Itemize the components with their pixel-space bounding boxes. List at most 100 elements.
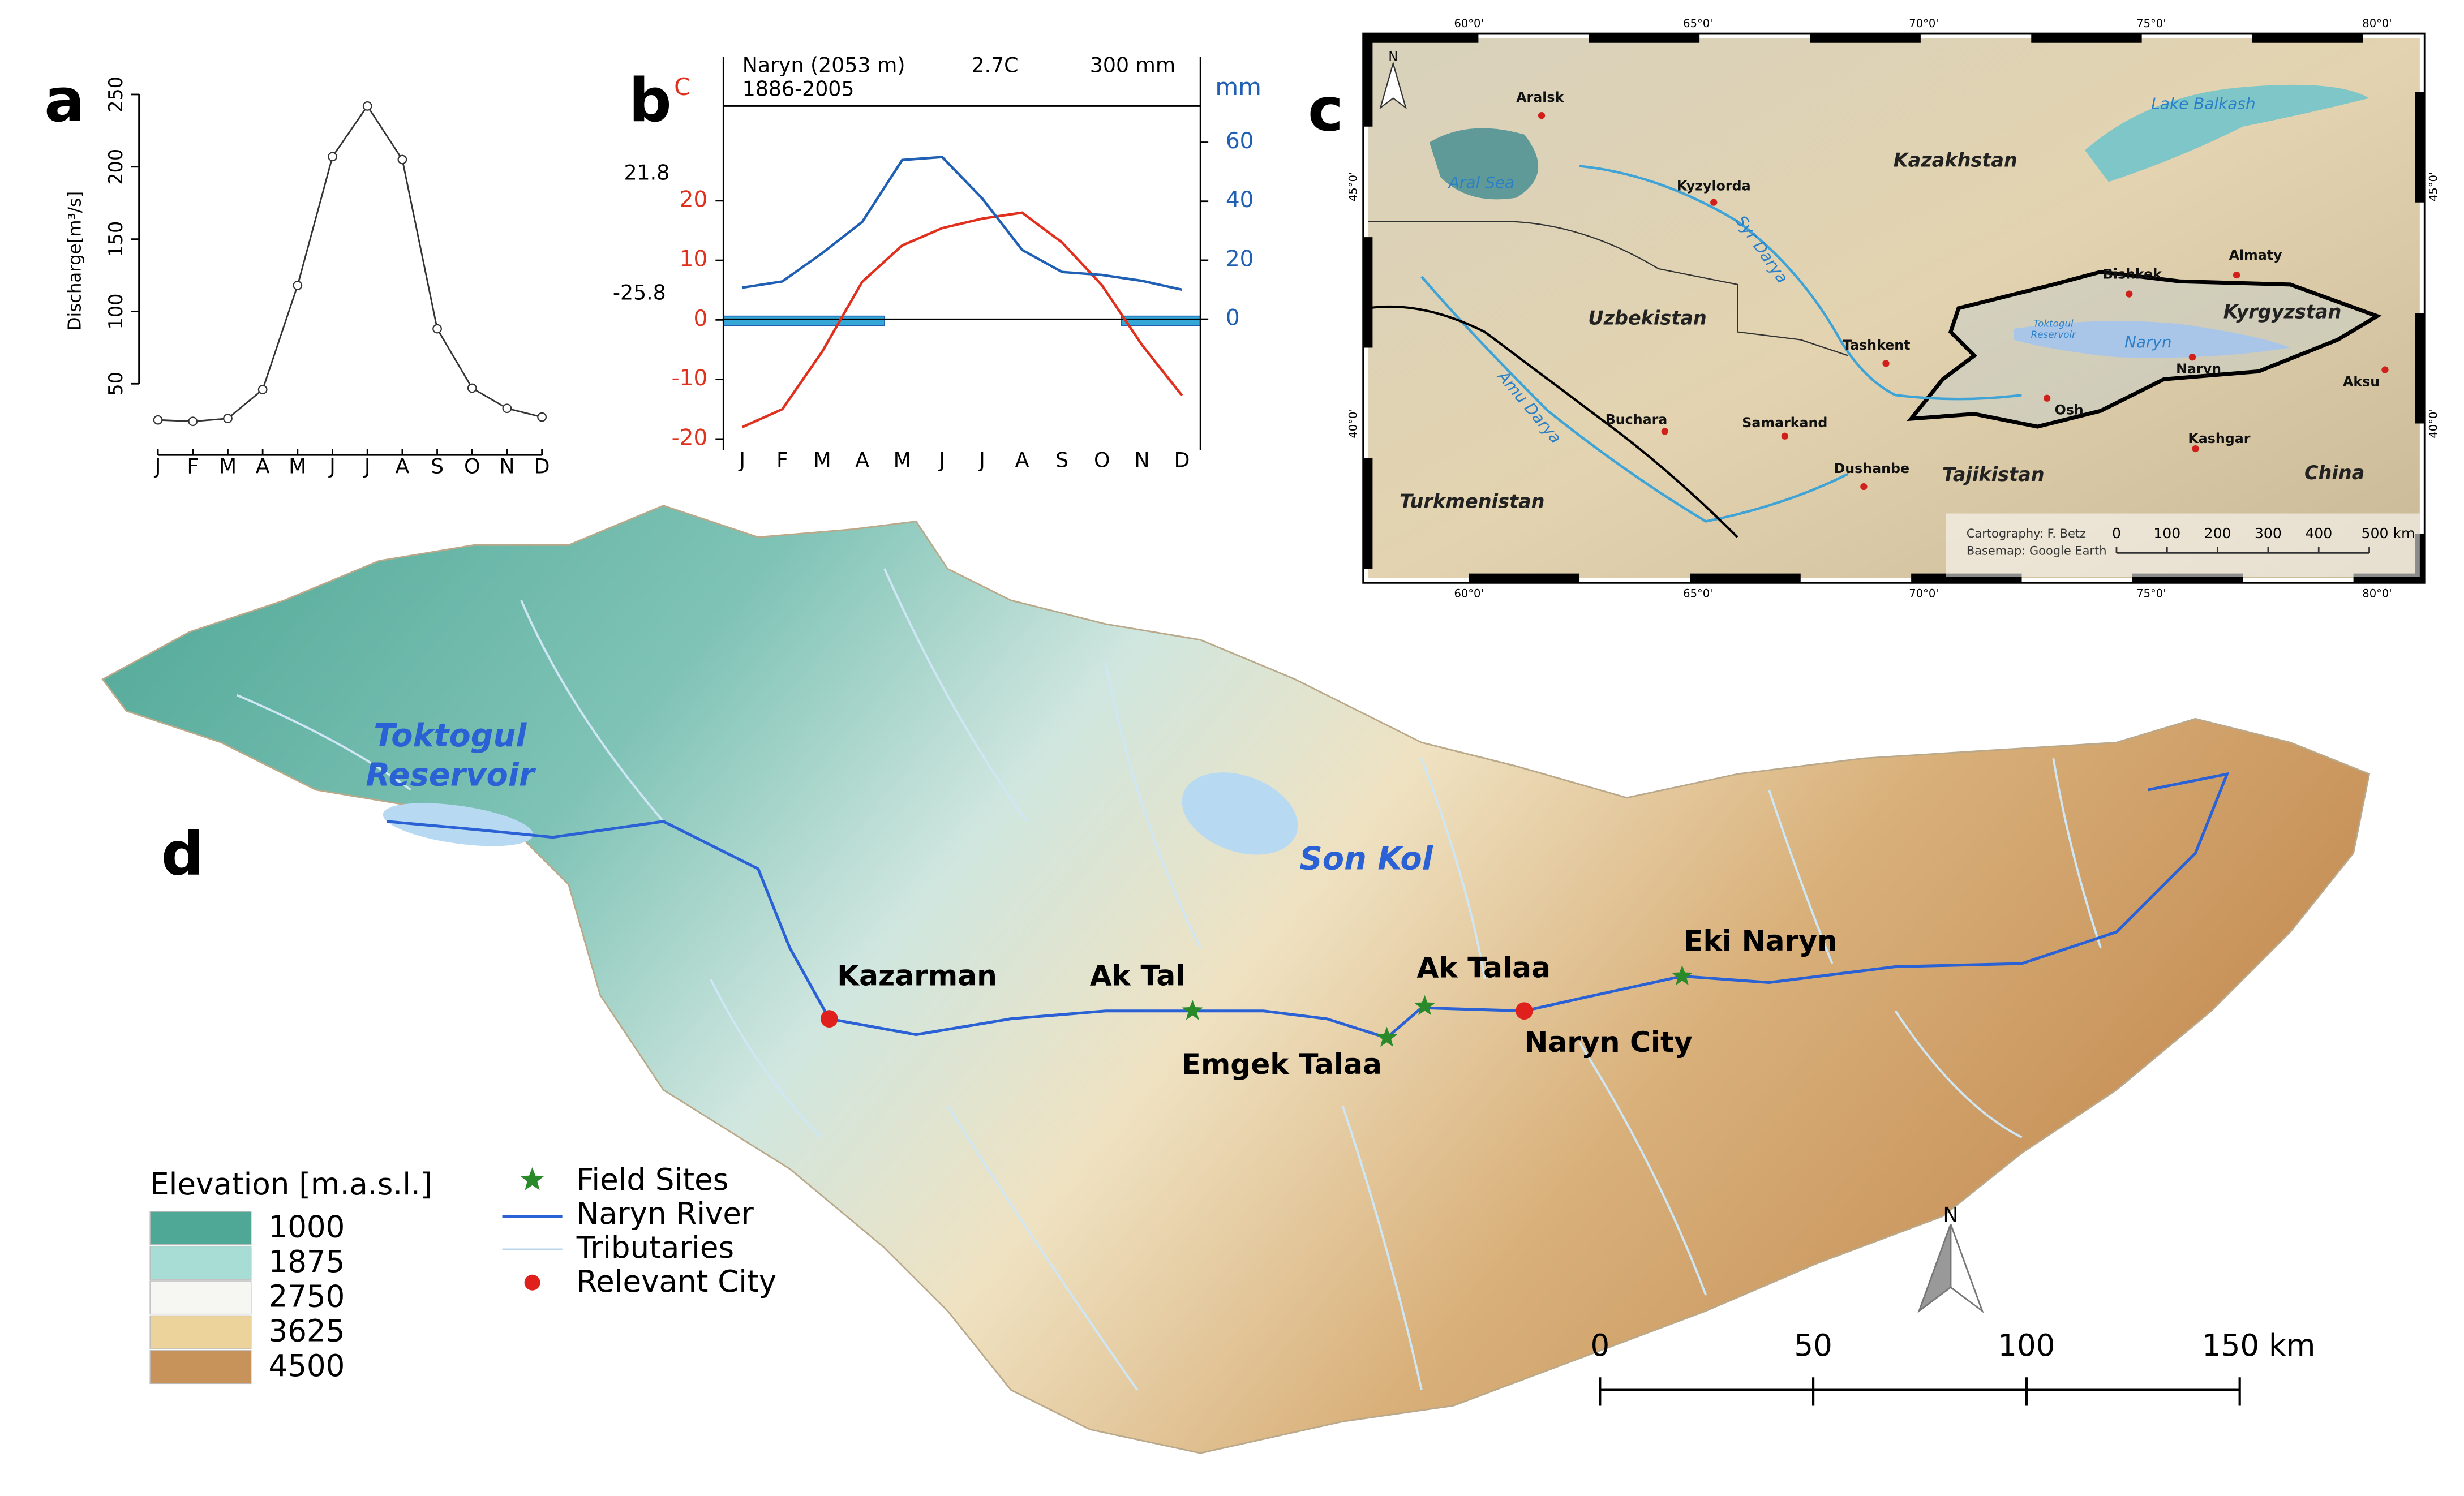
y-tick-label: 10 [680,247,708,272]
map-label: Tashkent [1843,337,1911,353]
city-dot [2044,394,2051,402]
city-marker [820,1010,838,1028]
tributaries [236,568,2102,1391]
annotation: 300 mm [1090,53,1175,78]
x-tick-label: J [938,448,945,472]
x-tick-label: J [328,454,336,479]
data-point [397,154,407,165]
basin [101,505,2371,1454]
map-label: Naryn [2124,333,2172,351]
panel-label: a [44,66,85,136]
legend-label: Tributaries [576,1230,734,1265]
city-dot [2233,271,2240,279]
city-dot [1710,199,1718,206]
map-label: Dushanbe [1834,461,1910,476]
credit: Cartography: F. Betz [1967,527,2086,540]
city-marker [1515,1002,1533,1020]
data-point [223,414,233,424]
x-tick-label: A [1015,448,1029,472]
x-tick-label: A [855,448,869,472]
city-dot [2381,366,2389,373]
credit: Basemap: Google Earth [1967,544,2107,558]
map-label: Almaty [2229,247,2283,263]
panel-label: b [629,66,672,136]
data-point [257,385,268,394]
place-label: Eki Naryn [1684,924,1838,957]
lake [1429,128,1539,200]
x-tick-label: M [813,448,831,472]
map-label: Bishkek [2103,266,2162,282]
scale-label: 0 [1590,1328,1609,1363]
longitude-label: 65°0' [1683,587,1712,600]
data-point [328,152,337,162]
field-site [1414,995,1436,1016]
city-dot [1661,428,1668,435]
y-tick-label: 20 [680,187,708,212]
x-tick-label: J [363,454,371,479]
map-label: Kyzylorda [1677,178,1751,194]
legend-city [524,1274,540,1291]
map-label: Toktogul [2033,318,2074,329]
y-axis-label: Discharge[m³/s] [65,191,85,330]
y-axis-label: C [674,73,690,101]
scale-label: 100 [2153,525,2180,541]
y-tick-label: 250 [105,76,127,113]
data-point [537,412,547,422]
legend-label: 1000 [268,1210,345,1245]
longitude-label: 70°0' [1909,587,1938,600]
reservoir [383,803,534,846]
y2-axis-label: mm [1215,73,1261,101]
map-d [101,505,2371,1454]
water-label: Reservoir [366,757,536,794]
frost-bar [1121,315,1201,326]
y-tick-label: 200 [105,149,127,185]
map-label: China [2304,462,2364,484]
y2-tick-label: 60 [1226,128,1254,154]
scale-label: 150 km [2202,1328,2315,1363]
y-tick-label: 100 [105,293,127,329]
x-tick-label: M [894,448,911,472]
field-site [1671,965,1693,986]
city-dot [1860,483,1868,491]
map-label: Aksu [2343,373,2380,389]
x-tick-label: A [395,454,409,479]
x-tick-label: N [1134,448,1149,472]
longitude-label: 80°0' [2362,17,2392,30]
panel-label: c [1308,76,1343,145]
city-dot [1538,112,1546,119]
place-label: Kazarman [837,959,997,992]
river [1579,165,2022,401]
longitude-label: 65°0' [1683,17,1712,30]
legend-label: 1875 [268,1244,345,1279]
data-point [432,324,442,334]
scale-label: 300 [2255,525,2282,541]
annotation: 2.7C [971,53,1018,78]
x-tick-label: S [1055,448,1068,472]
longitude-label: 60°0' [1454,17,1483,30]
map-label: Reservoir [2031,329,2077,340]
north-label: N [1943,1203,1958,1227]
latitude-label: 40°0' [1346,409,1359,438]
legend-swatch [149,1280,252,1315]
y-tick-label: 150 [105,221,127,257]
place-label: Naryn City [1524,1025,1692,1059]
legend-label: Field Sites [577,1162,729,1197]
legend-swatch [149,1211,252,1245]
north-arrow [1917,1224,1952,1313]
field-site [1182,1000,1203,1020]
map-label: Turkmenistan [1400,490,1544,512]
chart-subtitle: 1886-2005 [742,77,855,101]
scale-label: 500 km [2362,525,2415,541]
map-label: Samarkand [1742,415,1827,431]
data-point [467,383,477,393]
longitude-label: 75°0' [2136,17,2166,30]
map-label: Tajikistan [1942,463,2045,485]
x-tick-label: F [187,454,199,479]
y2-tick-label: 40 [1226,187,1254,213]
legend-label: 3625 [268,1314,345,1349]
x-tick-label: O [1094,448,1110,472]
legend-swatch [149,1315,252,1349]
x-tick-label: J [738,448,745,472]
map-label: Buchara [1606,411,1668,427]
